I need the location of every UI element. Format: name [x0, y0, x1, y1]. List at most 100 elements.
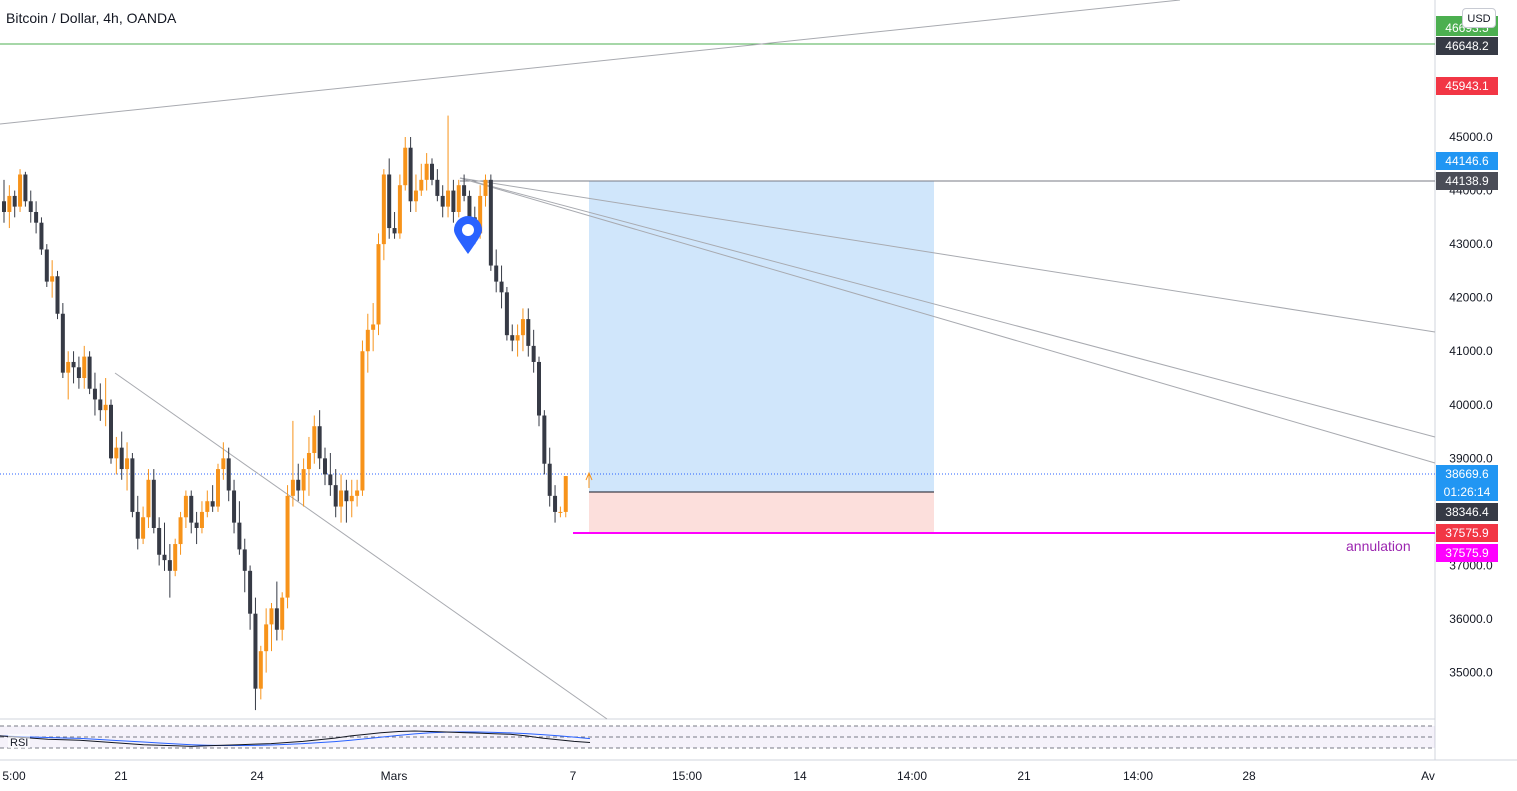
candle-body — [183, 495, 188, 518]
candle-body — [199, 511, 204, 528]
candle-body — [526, 319, 531, 346]
candle-body — [151, 479, 156, 528]
candle-body — [44, 249, 49, 282]
candle-body — [419, 179, 424, 191]
candle-body — [264, 624, 269, 652]
trend-line-2[interactable] — [459, 177, 1436, 438]
x-tick-label: 24 — [250, 769, 264, 783]
price-tag-bg — [1436, 465, 1498, 483]
candle-body — [269, 608, 274, 625]
price-tag-label: 45943.1 — [1445, 79, 1489, 93]
candle-body — [430, 163, 434, 180]
candle-body — [483, 179, 488, 196]
candle-body — [242, 549, 247, 571]
rsi-label-bg — [8, 734, 30, 748]
candle-body — [333, 485, 338, 507]
candle-body — [135, 511, 140, 539]
candle-body — [381, 174, 386, 245]
candle-body — [194, 522, 199, 528]
price-tag-label: 44146.6 — [1445, 154, 1489, 168]
candle-body — [296, 479, 301, 491]
candle-body — [408, 147, 413, 202]
candle-body — [312, 426, 317, 454]
rsi-label: RSI — [10, 737, 28, 749]
price-tags: 46693.546648.245943.144146.644138.938669… — [1436, 16, 1498, 562]
candle-body — [467, 195, 472, 218]
candle-body — [189, 495, 194, 523]
candle-body — [167, 560, 172, 571]
candle-body — [216, 469, 220, 507]
candle-body — [355, 490, 360, 496]
price-tag-bg — [1436, 152, 1498, 170]
y-axis-ticks: 45000.044000.043000.042000.041000.040000… — [1449, 130, 1493, 680]
candle-body — [130, 458, 135, 512]
candle-body — [210, 501, 215, 507]
candle-body — [274, 608, 279, 630]
candle-body — [494, 265, 499, 282]
candle-body — [306, 453, 311, 470]
price-tag-bg — [1436, 524, 1498, 542]
candle-body — [392, 228, 397, 234]
candle-body — [424, 163, 429, 180]
candle-body — [547, 463, 552, 496]
x-tick-label: 14:00 — [897, 769, 927, 783]
y-tick-label: 35000.0 — [1449, 666, 1493, 680]
price-tag-label: 44138.9 — [1445, 174, 1489, 188]
price-tag-bg — [1436, 172, 1498, 190]
loss-zone[interactable] — [589, 492, 934, 532]
candle-body — [451, 190, 456, 212]
price-tag-bg — [1436, 483, 1498, 501]
y-tick-label: 39000.0 — [1449, 451, 1493, 465]
x-axis-ticks: 5:00 21 24 Mars 7 15:00 14 14:00 21 14:00 28 Av — [2, 769, 1435, 783]
candle-body — [237, 522, 242, 550]
candle-body — [323, 458, 327, 475]
x-tick-label: Av — [1421, 769, 1435, 783]
candle-body — [82, 356, 87, 379]
annulation-label: annulation — [1346, 538, 1411, 554]
candle-body — [205, 501, 210, 512]
map-pin-icon[interactable] — [454, 216, 482, 254]
candle-body — [141, 517, 146, 539]
candle-body — [285, 495, 290, 598]
candle-body — [7, 195, 12, 212]
x-tick-label: 21 — [114, 769, 128, 783]
currency-button[interactable]: USD — [1462, 8, 1496, 28]
trend-line-1[interactable] — [459, 177, 1436, 333]
rsi-ma-line — [0, 731, 591, 747]
candle-body — [462, 185, 467, 196]
candle-body — [446, 190, 451, 207]
candle-body — [280, 597, 285, 630]
candle-body — [248, 570, 253, 614]
x-tick-label: 28 — [1242, 769, 1256, 783]
price-tag-bg — [1436, 37, 1498, 55]
candle-body — [18, 174, 23, 207]
candle-body — [376, 244, 381, 325]
candle-body — [510, 335, 515, 341]
candle-body — [12, 195, 17, 207]
profit-zone[interactable] — [589, 181, 934, 492]
candle-body — [114, 447, 119, 459]
rsi-line — [0, 730, 591, 747]
x-tick-label: 14 — [793, 769, 807, 783]
candle-body — [290, 479, 295, 496]
candle-body — [515, 335, 520, 341]
candle-body — [440, 195, 445, 207]
candle-body — [387, 174, 392, 229]
candle-body — [456, 185, 461, 212]
candle-body — [2, 201, 6, 212]
chart-title: Bitcoin / Dollar, 4h, OANDA — [6, 10, 177, 26]
candle-body — [553, 495, 558, 512]
candle-body — [558, 511, 563, 513]
candle-body — [317, 426, 322, 459]
candle-body — [98, 399, 103, 411]
y-tick-label: 43000.0 — [1449, 237, 1493, 251]
price-tag-label: 38346.4 — [1445, 505, 1489, 519]
lower-trend-line[interactable] — [114, 372, 608, 720]
x-tick-label: Mars — [381, 769, 408, 783]
y-tick-label: 41000.0 — [1449, 344, 1493, 358]
trend-line-3[interactable] — [459, 177, 1436, 464]
upper-trend-line[interactable] — [0, 0, 1181, 125]
candle-body — [328, 474, 333, 486]
candle-body — [221, 458, 226, 470]
